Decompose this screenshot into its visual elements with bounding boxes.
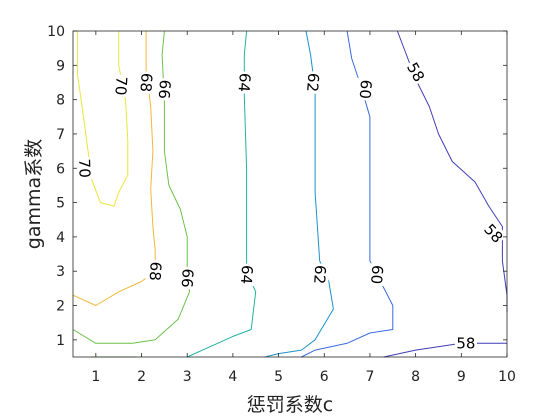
contour-label-group: 64 xyxy=(236,262,257,287)
contour-label-bg xyxy=(454,334,477,353)
y-axis-label: gamma系数 xyxy=(23,139,45,249)
y-tick-label: 8 xyxy=(56,93,65,109)
contour-label-70: 70 xyxy=(75,158,94,178)
contour-label-bg xyxy=(402,58,429,87)
contour-label-bg xyxy=(303,70,323,95)
contour-line-66-0 xyxy=(72,30,190,344)
y-tick-label: 1 xyxy=(56,333,65,349)
contour-line-70-0 xyxy=(77,31,129,207)
x-tick-label: 1 xyxy=(91,369,100,385)
contour-label-group: 66 xyxy=(177,266,197,290)
contour-label-group: 68 xyxy=(136,70,156,95)
y-tick-label: 3 xyxy=(56,264,65,280)
contour-label-bg xyxy=(479,219,508,248)
contour-label-group: 60 xyxy=(355,77,376,101)
x-axis-label: 惩罚系数c xyxy=(247,394,333,416)
contour-label-64: 64 xyxy=(237,264,256,284)
x-tick-label: 3 xyxy=(183,369,192,385)
contour-label-68: 68 xyxy=(136,72,155,92)
contour-label-group: 68 xyxy=(145,259,165,283)
x-tick-label: 7 xyxy=(365,369,374,385)
contour-label-group: 62 xyxy=(303,70,323,95)
contour-label-group: 70 xyxy=(75,156,94,180)
contour-label-58: 58 xyxy=(456,334,475,352)
x-tick-label: 9 xyxy=(457,369,466,385)
contour-label-bg xyxy=(136,70,156,95)
y-tick-label: 10 xyxy=(47,24,65,40)
contour-label-group: 64 xyxy=(234,70,255,95)
y-tick-label: 9 xyxy=(56,58,65,74)
x-tick-label: 4 xyxy=(228,369,237,385)
contour-label-66: 66 xyxy=(178,268,197,288)
contour-label-group: 58 xyxy=(454,334,477,353)
contour-label-bg xyxy=(234,70,255,95)
contour-label-64: 64 xyxy=(235,72,254,92)
contour-label-group: 60 xyxy=(367,262,387,287)
x-tick-label: 8 xyxy=(411,369,420,385)
contour-line-58-1 xyxy=(383,342,507,358)
x-tick-label: 10 xyxy=(498,369,516,385)
x-axis: 1 2 3 4 5 6 7 8 9 10 xyxy=(91,31,516,385)
contour-label-bg xyxy=(145,259,165,283)
contour-label-bg xyxy=(177,266,197,290)
contour-label-60: 60 xyxy=(356,79,375,99)
x-tick-label: 6 xyxy=(320,369,329,385)
contour-label-70: 70 xyxy=(111,76,130,96)
x-tick-label: 2 xyxy=(137,369,146,385)
y-axis: 1 2 3 4 5 6 7 8 9 10 xyxy=(47,24,507,349)
y-tick-label: 2 xyxy=(56,299,65,315)
contour-label-group: 66 xyxy=(154,77,175,101)
contour-label-group: 70 xyxy=(111,74,131,98)
contour-label-bg xyxy=(111,74,131,98)
contour-label-bg xyxy=(309,262,330,287)
plot-frame xyxy=(72,30,508,358)
x-tick-label: 5 xyxy=(274,369,283,385)
contour-label-66: 66 xyxy=(155,79,174,99)
contour-line-68-0 xyxy=(72,31,156,306)
contour-label-60: 60 xyxy=(367,264,386,284)
y-tick-label: 4 xyxy=(56,230,65,246)
contour-label-bg xyxy=(355,77,376,101)
contour-label-bg xyxy=(75,156,94,180)
contour-label-62: 62 xyxy=(310,264,329,284)
y-tick-label: 5 xyxy=(56,196,65,212)
y-tick-label: 7 xyxy=(56,127,65,143)
contour-label-bg xyxy=(236,262,257,287)
contour-label-bg xyxy=(367,262,387,287)
contour-label-62: 62 xyxy=(303,72,322,92)
contour-label-bg xyxy=(154,77,175,101)
contour-label-68: 68 xyxy=(146,261,165,281)
y-tick-label: 6 xyxy=(56,161,65,177)
contour-label-group: 62 xyxy=(309,262,330,287)
